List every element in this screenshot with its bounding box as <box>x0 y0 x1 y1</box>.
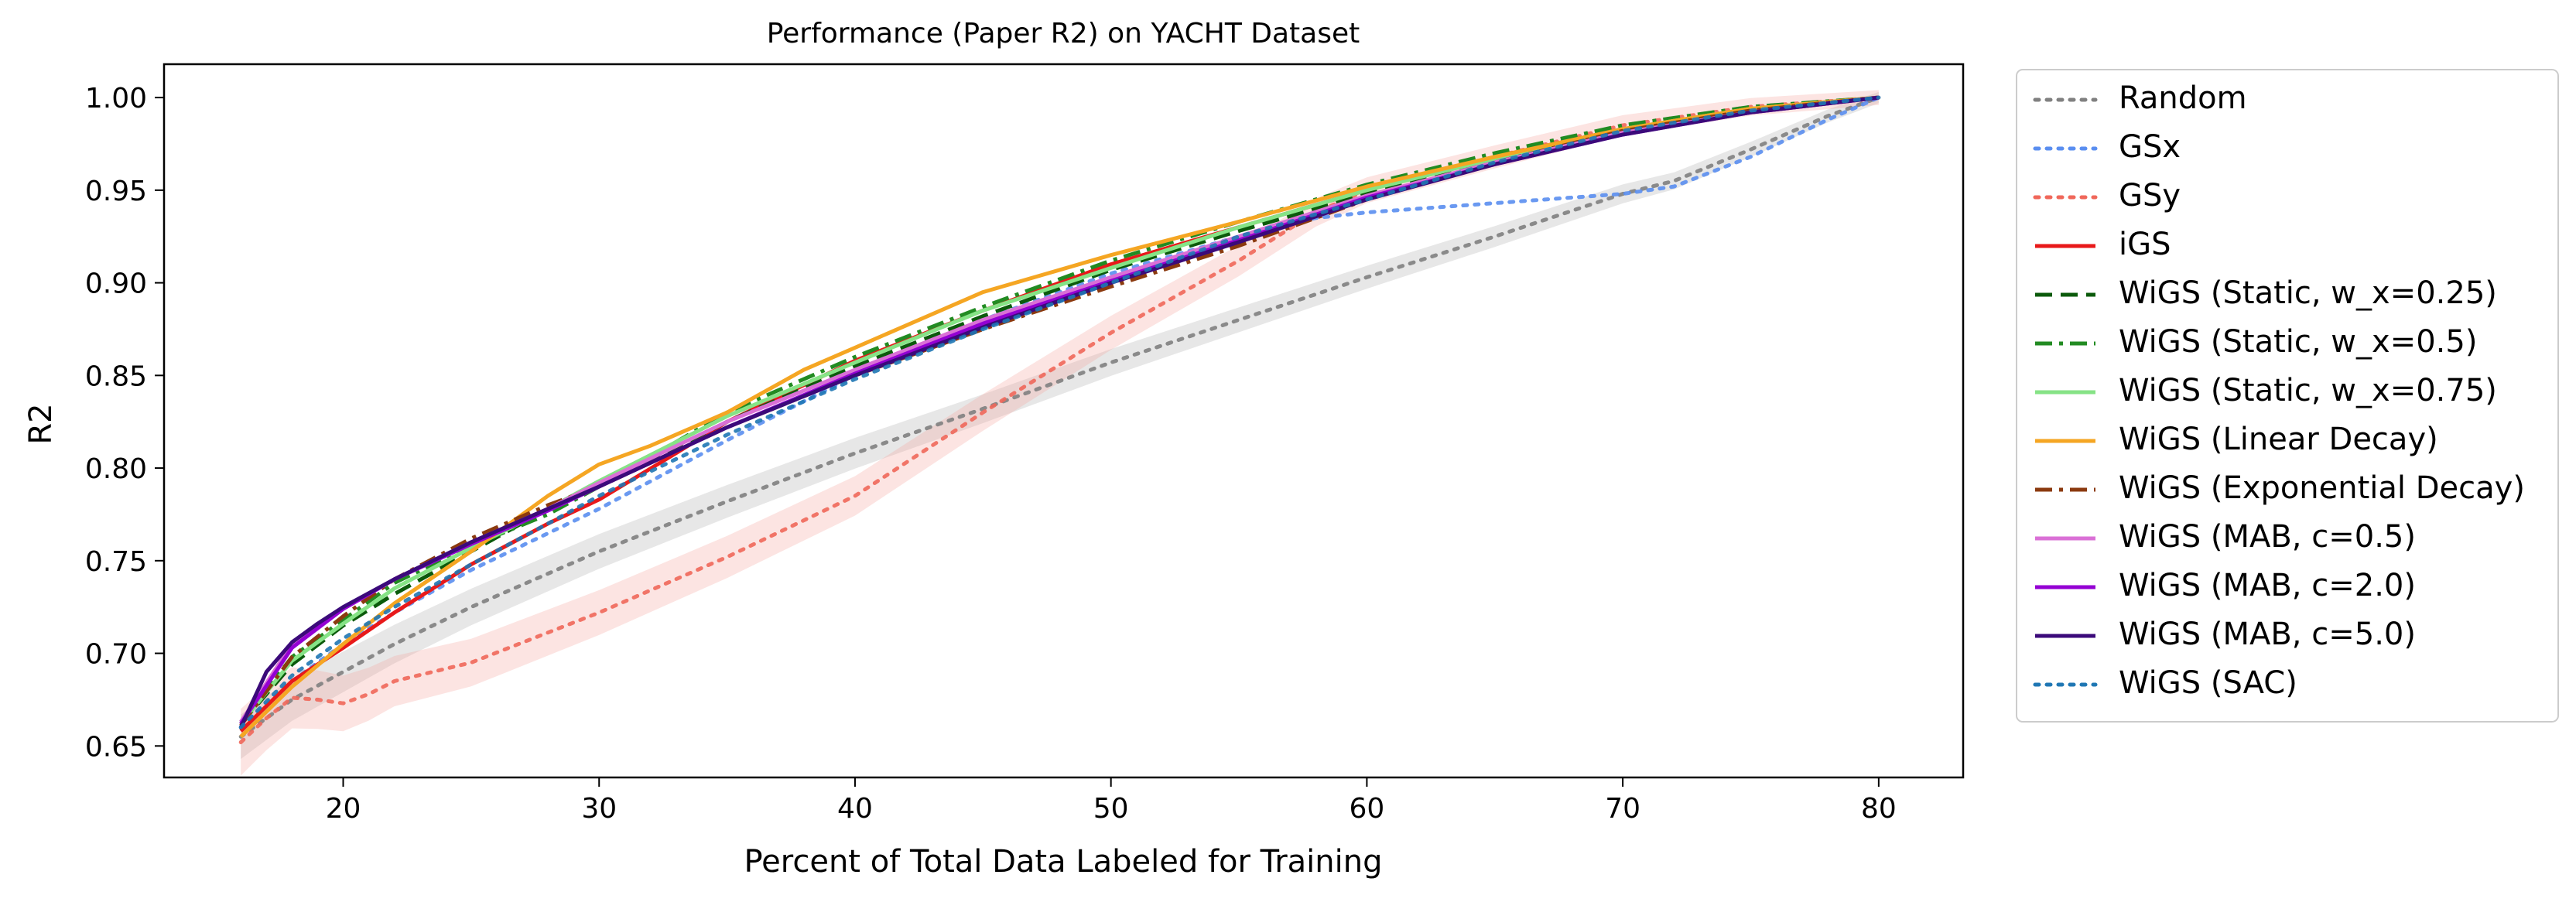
series-line-7 <box>239 95 1880 739</box>
y-tick-label: 0.80 <box>85 453 147 485</box>
legend-item: WiGS (MAB, c=0.5) <box>2035 519 2416 555</box>
legend-label: iGS <box>2119 227 2171 262</box>
legend-label: WiGS (Static, w_x=0.5) <box>2119 324 2477 360</box>
y-tick-label: 0.70 <box>85 639 147 671</box>
confidence-band-0 <box>241 91 1879 760</box>
y-tick-label: 1.00 <box>85 83 147 114</box>
legend-label: WiGS (Linear Decay) <box>2119 422 2438 457</box>
plot-area <box>162 63 1965 779</box>
series-line-11 <box>238 95 1880 729</box>
legend-item: WiGS (Exponential Decay) <box>2035 470 2525 506</box>
series-layer <box>238 90 1881 776</box>
x-axis: 20 30 40 50 60 70 80 <box>326 777 1897 825</box>
legend-item: GSx <box>2033 129 2181 165</box>
legend-item: WiGS (MAB, c=2.0) <box>2035 568 2416 603</box>
series-line-5 <box>239 95 1880 723</box>
y-axis: 0.65 0.70 0.75 0.80 0.85 0.90 0.95 1.00 <box>85 83 164 763</box>
legend: Random GSx GSy iGS WiGS (Static, w_x=0.25) Wi… <box>2016 69 2559 723</box>
legend-label: GSy <box>2119 178 2181 214</box>
x-tick-label: 30 <box>581 793 617 825</box>
legend-label: WiGS (MAB, c=0.5) <box>2119 519 2416 555</box>
legend-item: WiGS (Static, w_x=0.75) <box>2035 373 2497 408</box>
y-tick-label: 0.65 <box>85 731 147 763</box>
legend-item: Random <box>2033 80 2247 116</box>
y-tick-label: 0.85 <box>85 360 147 392</box>
legend-item: WiGS (SAC) <box>2033 665 2297 701</box>
legend-label: Random <box>2119 80 2247 116</box>
series-line-12 <box>238 95 1881 729</box>
legend-label: WiGS (Static, w_x=0.75) <box>2119 373 2497 408</box>
y-tick-label: 0.95 <box>85 176 147 207</box>
series-line-0 <box>238 95 1881 739</box>
legend-item: WiGS (MAB, c=5.0) <box>2035 617 2416 652</box>
x-tick-label: 20 <box>326 793 361 825</box>
y-tick-label: 0.75 <box>85 546 147 578</box>
x-tick-label: 80 <box>1861 793 1897 825</box>
legend-label: WiGS (MAB, c=2.0) <box>2119 568 2416 603</box>
legend-frame <box>2016 69 2559 723</box>
legend-label: GSx <box>2119 129 2181 165</box>
x-tick-label: 60 <box>1350 793 1385 825</box>
x-axis-label: Percent of Total Data Labeled for Traini… <box>744 844 1382 880</box>
series-line-1 <box>238 95 1881 729</box>
y-axis-label: R2 <box>23 403 59 444</box>
y-tick-label: 0.90 <box>85 268 147 300</box>
confidence-band-2 <box>241 90 1879 776</box>
x-tick-label: 70 <box>1605 793 1640 825</box>
x-tick-label: 50 <box>1093 793 1129 825</box>
legend-label: WiGS (Static, w_x=0.25) <box>2119 275 2497 311</box>
legend-label: WiGS (MAB, c=5.0) <box>2119 617 2416 652</box>
x-tick-label: 40 <box>837 793 873 825</box>
legend-label: WiGS (SAC) <box>2119 665 2297 701</box>
chart-title: Performance (Paper R2) on YACHT Dataset <box>767 18 1360 50</box>
plot-frame <box>162 63 1965 779</box>
legend-label: WiGS (Exponential Decay) <box>2119 470 2525 506</box>
legend-item: GSy <box>2033 178 2181 214</box>
legend-item: WiGS (Static, w_x=0.5) <box>2035 324 2477 360</box>
legend-item: iGS <box>2035 227 2171 262</box>
legend-item: WiGS (Static, w_x=0.25) <box>2035 275 2497 311</box>
legend-item: WiGS (Linear Decay) <box>2035 422 2438 457</box>
